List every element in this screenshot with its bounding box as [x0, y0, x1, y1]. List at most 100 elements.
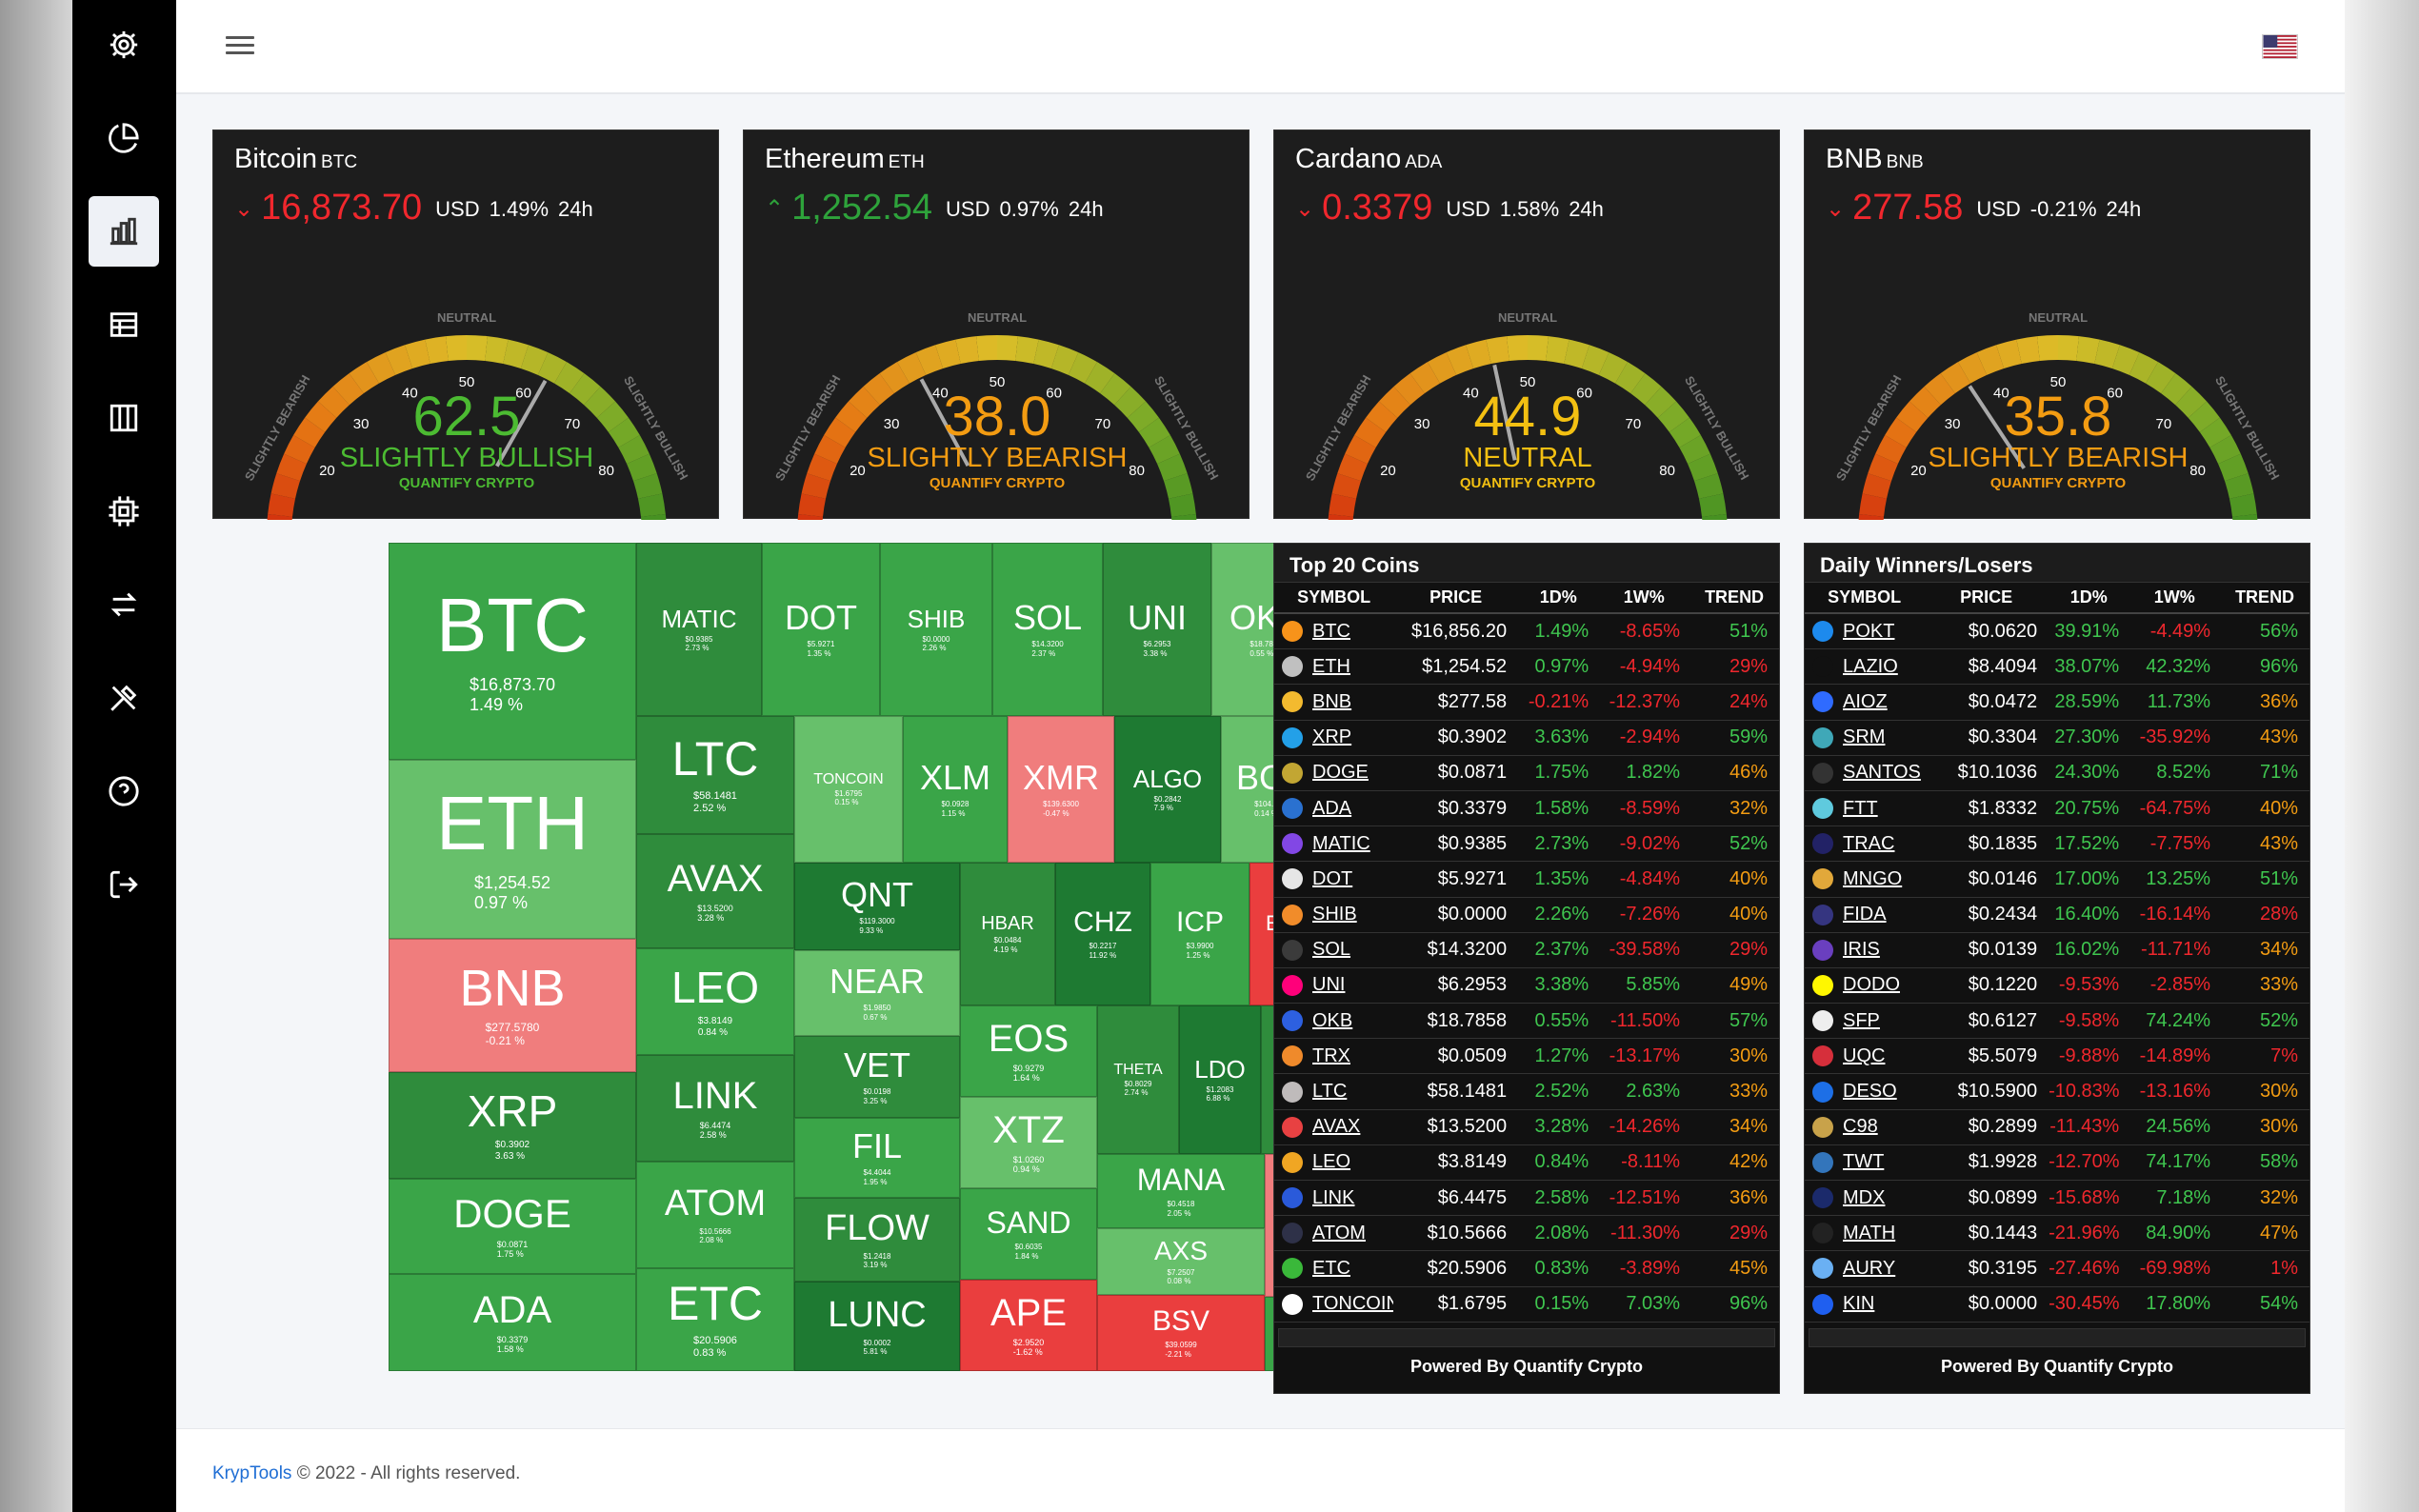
horizontal-scrollbar[interactable] [1278, 1327, 1775, 1347]
heatmap-tile-eth[interactable]: ETH $1,254.52 0.97 % [389, 760, 636, 939]
heatmap-tile-icp[interactable]: ICP $3.9900 1.25 % [1150, 863, 1249, 1005]
table-row[interactable]: FTT $1.8332 20.75% -64.75% 40% [1805, 791, 2309, 827]
col-trend[interactable]: TREND [2235, 587, 2295, 607]
table-row[interactable]: OKB $18.7858 0.55% -11.50% 57% [1274, 1004, 1779, 1040]
heatmap-tile-ape[interactable]: APE $2.9520 -1.62 % [960, 1280, 1097, 1371]
symbol-link[interactable]: ATOM [1312, 1222, 1366, 1243]
heatmap-tile-lunc[interactable]: LUNC $0.0002 5.81 % [794, 1282, 960, 1371]
table-row[interactable]: DESO $10.5900 -10.83% -13.16% 30% [1805, 1074, 2309, 1110]
table-row[interactable]: TONCOIN $1.6795 0.15% 7.03% 96% [1274, 1287, 1779, 1323]
portfolio-nav[interactable] [89, 103, 159, 173]
heatmap-tile-toncoin[interactable]: TONCOIN $1.6795 0.15 % [794, 716, 903, 863]
symbol-link[interactable]: SHIB [1312, 904, 1357, 925]
heatmap-tile-eos[interactable]: EOS $0.9279 1.64 % [960, 1005, 1097, 1097]
table-row[interactable]: DODO $0.1220 -9.53% -2.85% 33% [1805, 968, 2309, 1005]
table-row[interactable]: IRIS $0.0139 16.02% -11.71% 34% [1805, 933, 2309, 968]
symbol-link[interactable]: BTC [1312, 620, 1350, 642]
help-nav[interactable] [89, 756, 159, 826]
table-row[interactable]: MATIC $0.9385 2.73% -9.02% 52% [1274, 826, 1779, 863]
col-price[interactable]: PRICE [1429, 587, 1483, 607]
symbol-link[interactable]: TRAC [1843, 832, 1895, 854]
heatmap-tile-fil[interactable]: FIL $4.4044 1.95 % [794, 1118, 960, 1198]
logout-nav[interactable] [89, 849, 159, 920]
table-row[interactable]: DOT $5.9271 1.35% -4.84% 40% [1274, 862, 1779, 898]
col-symbol[interactable]: SYMBOL [1297, 587, 1371, 607]
table-row[interactable]: TWT $1.9928 -12.70% 74.17% 58% [1805, 1145, 2309, 1181]
symbol-link[interactable]: DOGE [1312, 762, 1369, 784]
symbol-link[interactable]: TWT [1843, 1151, 1885, 1173]
table-row[interactable]: KIN $0.0000 -30.45% 17.80% 54% [1805, 1287, 2309, 1323]
symbol-link[interactable]: POKT [1843, 620, 1895, 642]
heatmap-tile-xlm[interactable]: XLM $0.0928 1.15 % [903, 716, 1008, 863]
heatmap-tile-axs[interactable]: AXS $7.2507 0.08 % [1097, 1228, 1265, 1295]
table-row[interactable]: TRX $0.0509 1.27% -13.17% 30% [1274, 1039, 1779, 1075]
tools-nav[interactable] [89, 663, 159, 733]
symbol-link[interactable]: DODO [1843, 974, 1900, 996]
hamburger-icon[interactable] [226, 32, 254, 61]
charts-nav[interactable] [89, 196, 159, 267]
symbol-link[interactable]: SANTOS [1843, 762, 1921, 784]
heatmap-tile-hbar[interactable]: HBAR $0.0484 4.19 % [960, 863, 1055, 1005]
columns-nav[interactable] [89, 383, 159, 453]
horizontal-scrollbar[interactable] [1809, 1327, 2306, 1347]
table-row[interactable]: FIDA $0.2434 16.40% -16.14% 28% [1805, 898, 2309, 933]
col-1w[interactable]: 1W% [2153, 587, 2195, 607]
table-row[interactable]: C98 $0.2899 -11.43% 24.56% 30% [1805, 1110, 2309, 1145]
table-row[interactable]: ETH $1,254.52 0.97% -4.94% 29% [1274, 649, 1779, 686]
table-row[interactable]: SANTOS $10.1036 24.30% 8.52% 71% [1805, 756, 2309, 791]
table-row[interactable]: AVAX $13.5200 3.28% -14.26% 34% [1274, 1110, 1779, 1145]
symbol-link[interactable]: UNI [1312, 974, 1346, 996]
table-row[interactable]: XRP $0.3902 3.63% -2.94% 59% [1274, 721, 1779, 756]
heatmap-tile-link[interactable]: LINK $6.4474 2.58 % [636, 1055, 794, 1162]
symbol-link[interactable]: TONCOIN [1312, 1293, 1394, 1315]
table-row[interactable]: LINK $6.4475 2.58% -12.51% 36% [1274, 1181, 1779, 1217]
table-row[interactable]: LAZIO $8.4094 38.07% 42.32% 96% [1805, 649, 2309, 686]
symbol-link[interactable]: C98 [1843, 1116, 1878, 1138]
table-row[interactable]: LEO $3.8149 0.84% -8.11% 42% [1274, 1145, 1779, 1181]
symbol-link[interactable]: OKB [1312, 1009, 1353, 1031]
heatmap-tile-xmr[interactable]: XMR $139.6300 -0.47 % [1008, 716, 1114, 863]
heatmap-tile-xtz[interactable]: XTZ $1.0260 0.94 % [960, 1097, 1097, 1188]
heatmap-tile-uni[interactable]: UNI $6.2953 3.38 % [1103, 543, 1211, 716]
col-1w[interactable]: 1W% [1623, 587, 1665, 607]
symbol-link[interactable]: ETH [1312, 655, 1350, 677]
heatmap-tile-xrp[interactable]: XRP $0.3902 3.63 % [389, 1072, 636, 1179]
col-price[interactable]: PRICE [1960, 587, 2013, 607]
heatmap-tile-ldo[interactable]: LDO $1.2083 6.88 % [1179, 1005, 1261, 1154]
heatmap-tile-sand[interactable]: SAND $0.6035 1.84 % [960, 1188, 1097, 1280]
table-row[interactable]: TRAC $0.1835 17.52% -7.75% 43% [1805, 826, 2309, 863]
symbol-link[interactable]: SRM [1843, 726, 1886, 748]
symbol-link[interactable]: LEO [1312, 1151, 1351, 1173]
heatmap-tile-qnt[interactable]: QNT $119.3000 9.33 % [794, 863, 960, 950]
exchange-nav[interactable] [89, 569, 159, 640]
symbol-link[interactable]: DOT [1312, 867, 1353, 889]
heatmap-tile-btc[interactable]: BTC $16,873.70 1.49 % [389, 543, 636, 760]
symbol-link[interactable]: FTT [1843, 797, 1878, 819]
us-flag-icon[interactable] [2262, 34, 2298, 59]
table-row[interactable]: ATOM $10.5666 2.08% -11.30% 29% [1274, 1216, 1779, 1252]
heatmap-tile-mana[interactable]: MANA $0.4518 2.05 % [1097, 1154, 1265, 1228]
symbol-link[interactable]: SFP [1843, 1009, 1880, 1031]
brand-link[interactable]: KrypTools [212, 1463, 292, 1483]
table-row[interactable]: UQC $5.5079 -9.88% -14.89% 7% [1805, 1039, 2309, 1075]
symbol-link[interactable]: LAZIO [1843, 655, 1898, 677]
table-row[interactable]: BNB $277.58 -0.21% -12.37% 24% [1274, 685, 1779, 721]
heatmap-tile-vet[interactable]: VET $0.0198 3.25 % [794, 1036, 960, 1118]
symbol-link[interactable]: LINK [1312, 1186, 1355, 1208]
heatmap-tile-chz[interactable]: CHZ $0.2217 11.92 % [1055, 863, 1150, 1005]
table-row[interactable]: MNGO $0.0146 17.00% 13.25% 51% [1805, 862, 2309, 898]
table-row[interactable]: MATH $0.1443 -21.96% 84.90% 47% [1805, 1216, 2309, 1252]
heatmap-tile-ada[interactable]: ADA $0.3379 1.58 % [389, 1274, 636, 1371]
symbol-link[interactable]: AURY [1843, 1257, 1896, 1279]
table-row[interactable]: ETC $20.5906 0.83% -3.89% 45% [1274, 1251, 1779, 1287]
heatmap-tile-bsv[interactable]: BSV $39.0599 -2.21 % [1097, 1295, 1265, 1371]
symbol-link[interactable]: KIN [1843, 1293, 1875, 1315]
table-row[interactable]: ADA $0.3379 1.58% -8.59% 32% [1274, 791, 1779, 827]
heatmap-tile-doge[interactable]: DOGE $0.0871 1.75 % [389, 1179, 636, 1274]
table-row[interactable]: DOGE $0.0871 1.75% 1.82% 46% [1274, 756, 1779, 791]
table-row[interactable]: AIOZ $0.0472 28.59% 11.73% 36% [1805, 685, 2309, 721]
heatmap-tile-near[interactable]: NEAR $1.9850 0.67 % [794, 950, 960, 1036]
symbol-link[interactable]: BNB [1312, 690, 1352, 712]
table-row[interactable]: SRM $0.3304 27.30% -35.92% 43% [1805, 721, 2309, 756]
symbol-link[interactable]: TRX [1312, 1044, 1350, 1066]
